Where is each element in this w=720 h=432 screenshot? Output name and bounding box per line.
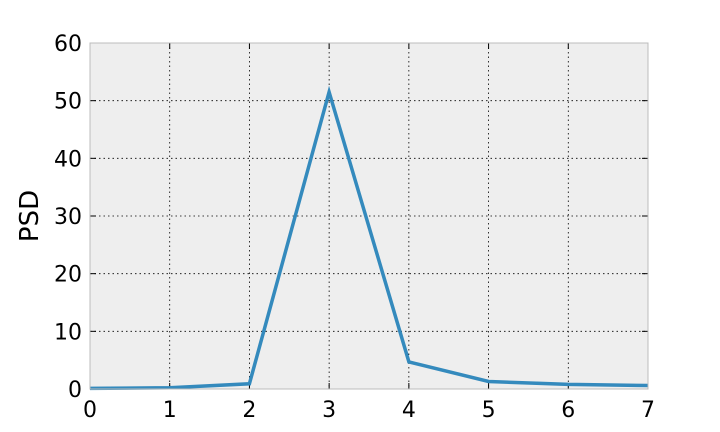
y-tick-labels: 0 10 20 30 40 50 60	[54, 32, 82, 403]
y-tick-label: 0	[68, 378, 82, 403]
x-tick-label: 6	[561, 398, 575, 423]
x-tick-label: 2	[242, 398, 256, 423]
series-line	[89, 85, 649, 391]
plot-frame	[89, 42, 649, 390]
y-axis-label: PSD	[15, 190, 45, 242]
x-tick-label: 1	[163, 398, 177, 423]
x-tick-label: 7	[641, 398, 655, 423]
y-tick-label: 30	[54, 205, 82, 230]
y-tick-label: 50	[54, 90, 82, 115]
y-tick-label: 10	[54, 320, 82, 345]
x-tick-label: 0	[83, 398, 97, 423]
y-tick-label: 40	[54, 147, 82, 172]
y-tick-label: 20	[54, 263, 82, 288]
x-tick-label: 5	[482, 398, 496, 423]
grid-lines	[90, 43, 648, 389]
x-tick-labels: 0 1 2 3 4 5 6 7	[83, 398, 655, 423]
x-tick-label: 4	[402, 398, 416, 423]
y-tick-label: 60	[54, 32, 82, 57]
x-tick-label: 3	[322, 398, 336, 423]
